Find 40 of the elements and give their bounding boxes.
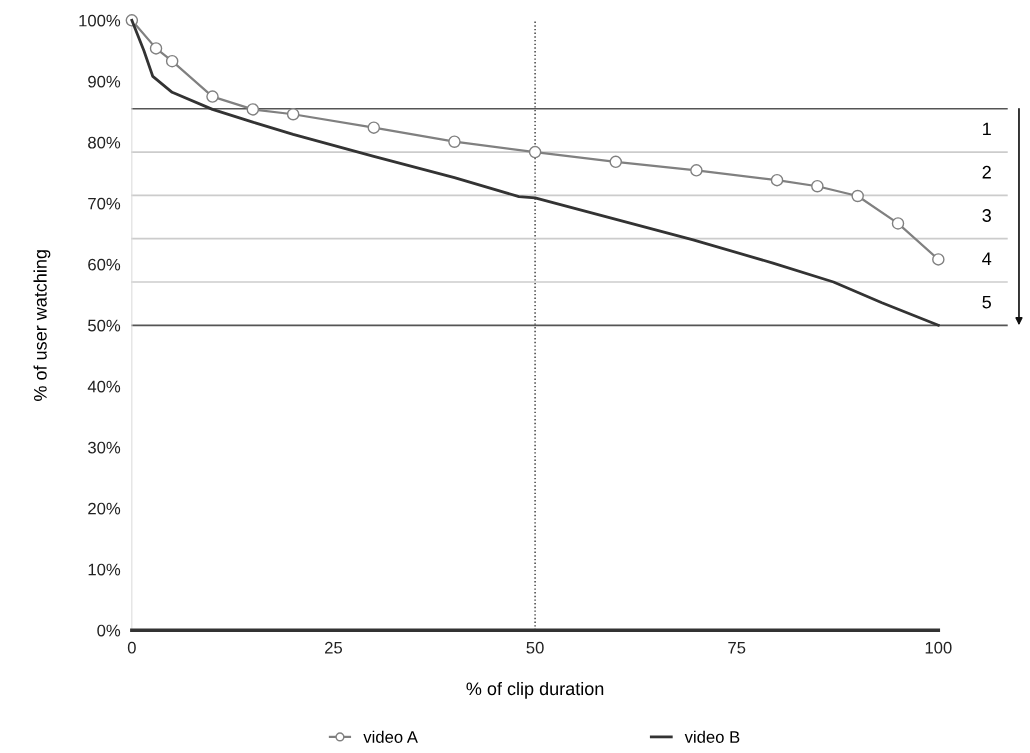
y-tick-label: 10% — [88, 563, 121, 576]
point — [932, 253, 945, 266]
y-tick-label: 0% — [97, 624, 121, 637]
y-tick-label: 30% — [88, 441, 121, 454]
point — [528, 145, 542, 159]
y-axis-title: % of user watching — [33, 250, 51, 401]
text: 1 — [983, 122, 991, 136]
point — [891, 217, 905, 230]
y-tick-label: 90% — [88, 75, 121, 88]
point — [448, 135, 461, 148]
point — [149, 42, 163, 55]
x-tick-label: 75 — [728, 641, 746, 654]
y-tick-label: 70% — [88, 197, 121, 210]
point — [367, 121, 381, 134]
point — [609, 155, 622, 169]
point — [851, 189, 864, 203]
point — [690, 164, 703, 177]
y-tick-label: 100% — [79, 14, 121, 27]
point — [246, 103, 260, 116]
y-tick-label: 20% — [88, 502, 121, 515]
legend-label: video B — [684, 730, 740, 743]
point — [811, 179, 824, 193]
legend-label: video A — [363, 730, 418, 743]
x-tick-label: 25 — [325, 641, 343, 654]
y-tick-label: 80% — [88, 136, 121, 149]
y-tick-label: 40% — [87, 380, 121, 393]
point — [165, 54, 179, 68]
x-tick-label: 0 — [127, 641, 136, 654]
x-axis-title: % of clip duration — [466, 681, 604, 699]
y-tick-label: 60% — [88, 258, 121, 271]
text: 5 — [982, 295, 991, 309]
text: 4 — [982, 252, 992, 266]
text: 3 — [982, 209, 991, 222]
x-tick-label: 100 — [925, 641, 952, 654]
point — [770, 173, 784, 187]
y-tick-label: 50% — [88, 319, 121, 332]
x-tick-label: 50 — [526, 641, 544, 654]
point — [206, 90, 219, 103]
text: 2 — [982, 165, 991, 179]
point — [286, 108, 300, 121]
